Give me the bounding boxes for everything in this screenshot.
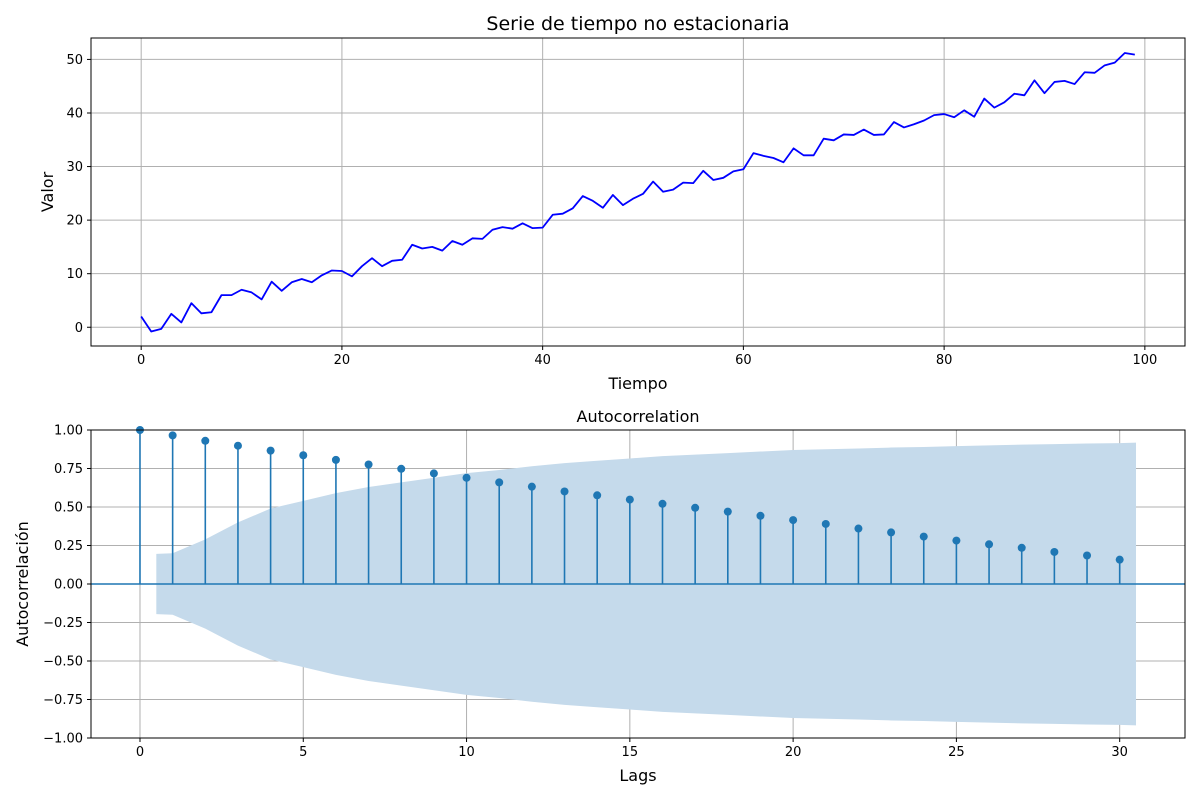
acf-point (266, 446, 275, 455)
acf-x-tick-label: 0 (136, 745, 144, 760)
acf-point (952, 536, 961, 545)
acf-title: Autocorrelation (577, 407, 700, 426)
time-series-x-tick-label: 100 (1132, 353, 1157, 368)
acf-point (560, 487, 569, 496)
acf-point (429, 469, 438, 478)
acf-x-tick-label: 20 (785, 745, 802, 760)
acf-point (593, 491, 602, 500)
acf-x-tick-label: 5 (299, 745, 307, 760)
acf-x-tick-label: 30 (1111, 745, 1128, 760)
acf-point (331, 455, 340, 464)
time-series-y-tick-label: 40 (66, 106, 83, 121)
acf-y-tick-label: 0.50 (54, 501, 83, 516)
acf-point (789, 516, 798, 525)
acf-point (919, 532, 928, 541)
acf-point (887, 528, 896, 537)
acf-point (168, 431, 177, 440)
time-series-x-tick-label: 0 (137, 353, 145, 368)
acf-point (1017, 543, 1026, 552)
acf-point (691, 503, 700, 512)
time-series-title: Serie de tiempo no estacionaria (486, 13, 789, 35)
time-series-y-tick-label: 50 (66, 53, 83, 68)
time-series-y-tick-label: 30 (66, 160, 83, 175)
time-series-x-tick-label: 40 (534, 353, 551, 368)
time-series-y-tick-label: 10 (66, 267, 83, 282)
acf-y-tick-label: −0.50 (43, 655, 83, 670)
acf-point (364, 460, 373, 469)
acf-y-tick-label: −0.75 (43, 693, 83, 708)
acf-y-tick-label: 0.75 (54, 462, 83, 477)
acf-point (723, 507, 732, 516)
acf-point (1050, 547, 1059, 556)
acf-x-tick-label: 10 (458, 745, 475, 760)
acf-stems (135, 426, 1124, 584)
acf-point (299, 451, 308, 460)
time-series-ticks: 0 20 40 60 80 100 0 10 20 30 40 50 (66, 53, 1157, 368)
time-series-y-tick-label: 20 (66, 214, 83, 229)
acf-y-tick-label: −0.25 (43, 616, 83, 631)
autocorrelation-chart: 0 5 10 15 20 25 30 −1.00 −0.75 −0.50 −0.25 0.00 0.25… (13, 407, 1186, 785)
time-series-y-tick-label: 0 (75, 321, 83, 336)
acf-point (756, 511, 765, 520)
acf-ticks: 0 5 10 15 20 25 30 −1.00 −0.75 −0.50 −0.25 0.00 0.25… (43, 424, 1128, 761)
time-series-x-tick-label: 20 (334, 353, 351, 368)
acf-point (462, 473, 471, 482)
time-series-y-label: Valor (38, 171, 57, 212)
acf-y-tick-label: 1.00 (54, 424, 83, 439)
acf-x-label: Lags (619, 766, 656, 785)
time-series-axes-frame (90, 37, 1186, 347)
acf-y-tick-label: 0.25 (54, 539, 83, 554)
time-series-grid (91, 38, 1185, 346)
time-series-x-tick-label: 80 (936, 353, 953, 368)
time-series-x-label: Tiempo (607, 374, 667, 393)
acf-point (854, 524, 863, 533)
acf-point (527, 482, 536, 491)
acf-point (821, 519, 830, 528)
acf-y-label: Autocorrelación (13, 521, 32, 647)
time-series-chart: 0 20 40 60 80 100 0 10 20 30 40 50 Serie de tiempo … (38, 13, 1186, 393)
time-series-x-tick-label: 60 (735, 353, 752, 368)
acf-y-tick-label: 0.00 (54, 578, 83, 593)
acf-x-tick-label: 25 (948, 745, 965, 760)
acf-point (495, 478, 504, 487)
acf-point (201, 436, 210, 445)
time-series-line (140, 52, 1135, 333)
acf-point (1083, 551, 1092, 560)
acf-y-tick-label: −1.00 (43, 732, 83, 747)
acf-x-tick-label: 15 (622, 745, 639, 760)
acf-point (658, 499, 667, 508)
acf-point (1115, 555, 1124, 564)
acf-point (985, 540, 994, 549)
acf-point (397, 464, 406, 473)
acf-point (625, 495, 634, 504)
acf-point (233, 441, 242, 450)
